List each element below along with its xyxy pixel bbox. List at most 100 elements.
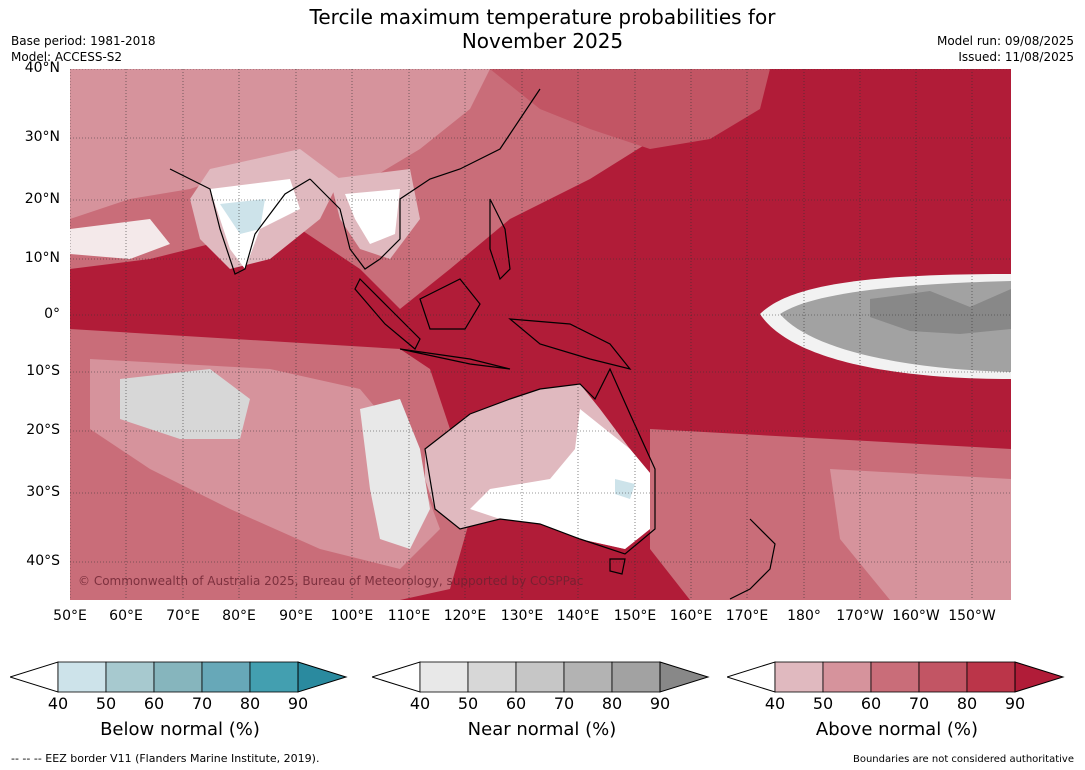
colorbar-segment bbox=[611, 661, 661, 693]
copyright-notice: © Commonwealth of Australia 2025, Bureau… bbox=[78, 574, 583, 588]
longitude-label: 50°E bbox=[53, 608, 87, 624]
model-run: Model run: 09/08/2025 bbox=[936, 34, 1074, 48]
colorbar-tick-label: 70 bbox=[553, 694, 575, 713]
colorbar-title: Near normal (%) bbox=[467, 719, 617, 740]
longitude-label: 110°E bbox=[387, 608, 431, 624]
colorbar-segment bbox=[918, 661, 968, 693]
region-indochina-white bbox=[345, 189, 400, 244]
colorbar-tick-label: 40 bbox=[764, 694, 786, 713]
colorbar-tick-label: 60 bbox=[143, 694, 165, 713]
model-name: Model: ACCESS-S2 bbox=[11, 50, 123, 64]
colorbar-segment bbox=[201, 661, 251, 693]
meta-left: Base period: 1981-2018 Model: ACCESS-S2 bbox=[11, 33, 156, 65]
colorbar-min-extension bbox=[10, 661, 59, 693]
coast-java bbox=[399, 348, 511, 370]
coastlines bbox=[169, 88, 776, 600]
colorbar-segment bbox=[419, 661, 469, 693]
colorbar-above bbox=[727, 661, 1065, 693]
colorbar-max-extension bbox=[1014, 661, 1065, 693]
colorbar-min-extension bbox=[372, 661, 421, 693]
latitude-label: 10°N bbox=[24, 250, 60, 266]
colorbar-segment bbox=[467, 661, 517, 693]
colorbar-segment bbox=[57, 661, 107, 693]
boundary-disclaimer: Boundaries are not considered authoritat… bbox=[852, 754, 1074, 765]
latitude-label: 40°S bbox=[26, 553, 60, 569]
colorbar-tick-label: 80 bbox=[956, 694, 978, 713]
meta-right: Model run: 09/08/2025 Issued: 11/08/2025 bbox=[937, 33, 1074, 65]
probability-map: © Commonwealth of Australia 2025, Bureau… bbox=[70, 69, 1011, 600]
region-arabian-white bbox=[70, 219, 170, 259]
longitude-label: 130°E bbox=[500, 608, 544, 624]
colorbar-tick-label: 80 bbox=[239, 694, 261, 713]
longitude-label: 170°W bbox=[836, 608, 884, 624]
colorbar-segment bbox=[563, 661, 613, 693]
region-india-below bbox=[220, 199, 265, 234]
colorbar-tick-label: 60 bbox=[860, 694, 882, 713]
region-south-indian-near2 bbox=[360, 399, 430, 549]
colorbar-title: Above normal (%) bbox=[815, 719, 979, 740]
longitude-label: 160°E bbox=[669, 608, 713, 624]
coast-australia bbox=[424, 367, 656, 555]
region-northwest-above50 bbox=[70, 69, 490, 219]
colorbar-tick-label: 50 bbox=[812, 694, 834, 713]
region-australia-white bbox=[470, 409, 655, 549]
latitude-label: 10°S bbox=[26, 363, 60, 379]
colorbar-segment bbox=[774, 661, 824, 693]
region-southpacific-above50 bbox=[830, 469, 1011, 600]
latitude-label: 30°S bbox=[26, 484, 60, 500]
colorbar-max-extension bbox=[659, 661, 710, 693]
colorbar-segment bbox=[105, 661, 155, 693]
eez-legend: -- -- -- EEZ border V11 (Flanders Marine… bbox=[11, 752, 320, 765]
region-equatorial-near-dark bbox=[870, 289, 1011, 334]
longitude-label: 80°E bbox=[222, 608, 256, 624]
longitude-label: 160°W bbox=[892, 608, 940, 624]
colorbar-segment bbox=[822, 661, 872, 693]
colorbar-segment bbox=[153, 661, 203, 693]
longitude-label: 60°E bbox=[109, 608, 143, 624]
longitude-label: 180° bbox=[787, 608, 821, 624]
colorbar-tick-label: 40 bbox=[409, 694, 431, 713]
graticule bbox=[70, 69, 1011, 600]
colorbar-tick-label: 90 bbox=[649, 694, 671, 713]
title-line-1: Tercile maximum temperature probabilitie… bbox=[309, 5, 776, 29]
colorbar-segment bbox=[966, 661, 1016, 693]
colorbar-tick-label: 60 bbox=[505, 694, 527, 713]
colorbar-tick-label: 80 bbox=[601, 694, 623, 713]
latitude-label: 30°N bbox=[24, 129, 60, 145]
colorbar-min-extension bbox=[727, 661, 776, 693]
colorbar-tick-label: 90 bbox=[1004, 694, 1026, 713]
coast-newzealand bbox=[729, 518, 776, 600]
region-south-indian-near bbox=[120, 369, 250, 439]
coast-india bbox=[169, 168, 311, 275]
latitude-label: 0° bbox=[44, 306, 60, 322]
coast-tasmania bbox=[609, 558, 626, 575]
colorbar-tick-label: 70 bbox=[908, 694, 930, 713]
longitude-label: 140°E bbox=[556, 608, 600, 624]
region-australia-below bbox=[615, 479, 635, 499]
longitude-label: 100°E bbox=[330, 608, 374, 624]
coast-sumatra bbox=[354, 277, 421, 350]
issued-date: Issued: 11/08/2025 bbox=[958, 50, 1074, 64]
colorbar-near bbox=[372, 661, 710, 693]
longitude-label: 150°E bbox=[613, 608, 657, 624]
colorbar-tick-label: 40 bbox=[47, 694, 69, 713]
colorbar-tick-label: 50 bbox=[95, 694, 117, 713]
coast-philippines bbox=[489, 198, 511, 281]
colorbar-tick-label: 70 bbox=[191, 694, 213, 713]
colorbar-segment bbox=[515, 661, 565, 693]
map-title: Tercile maximum temperature probabilitie… bbox=[0, 5, 1085, 53]
colorbar-tick-label: 50 bbox=[457, 694, 479, 713]
colorbar-tick-label: 90 bbox=[287, 694, 309, 713]
colorbar-segment bbox=[870, 661, 920, 693]
longitude-label: 70°E bbox=[166, 608, 200, 624]
coast-indochina bbox=[309, 88, 541, 270]
latitude-label: 20°N bbox=[24, 191, 60, 207]
base-period: Base period: 1981-2018 bbox=[11, 34, 156, 48]
colorbar-title: Below normal (%) bbox=[100, 719, 260, 740]
colorbar-below bbox=[10, 661, 348, 693]
coast-borneo bbox=[419, 278, 481, 330]
latitude-label: 20°S bbox=[26, 422, 60, 438]
longitude-label: 150°W bbox=[948, 608, 996, 624]
coast-newguinea bbox=[508, 318, 632, 371]
colorbar-max-extension bbox=[297, 661, 348, 693]
